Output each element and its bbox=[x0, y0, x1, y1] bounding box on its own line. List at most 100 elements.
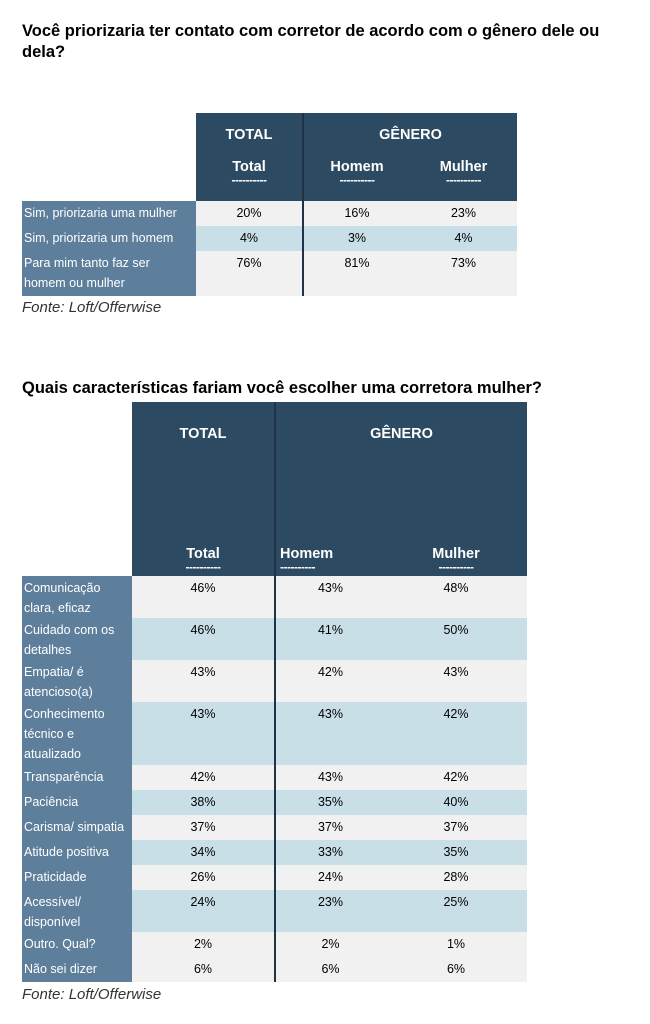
table1-row: Sim, priorizaria um homem 4% 3% 4% bbox=[22, 226, 517, 251]
table2-cell-mulher: 1% bbox=[385, 932, 527, 957]
table2-row: Paciência 38% 35% 40% bbox=[22, 790, 527, 815]
table2-row: Praticidade 26% 24% 28% bbox=[22, 865, 527, 890]
table2-col-mulher-dashes: ---------- bbox=[438, 560, 474, 574]
table2-cell-mulher: 42% bbox=[385, 765, 527, 790]
table1-col-mulher-label: Mulher bbox=[439, 159, 488, 175]
table1-row-label: Sim, priorizaria uma mulher bbox=[22, 201, 196, 226]
table2-col-mulher: Mulher ---------- bbox=[385, 466, 527, 576]
table2-col-homem-label: Homem bbox=[280, 546, 334, 562]
table1-col-mulher-dashes: ---------- bbox=[446, 173, 481, 187]
table2-col-total-dashes: ---------- bbox=[185, 560, 221, 574]
table2-col-homem-dashes: ---------- bbox=[280, 560, 315, 574]
table2-row: Não sei dizer 6% 6% 6% bbox=[22, 957, 527, 982]
table2-row: Transparência 42% 43% 42% bbox=[22, 765, 527, 790]
table1-cell-mulher: 73% bbox=[410, 251, 517, 296]
table1-cell-homem: 3% bbox=[302, 226, 410, 251]
table1-col-total: Total ---------- bbox=[196, 143, 303, 201]
table2-cell-mulher: 40% bbox=[385, 790, 527, 815]
table2-row-label: Outro. Qual? bbox=[22, 932, 132, 957]
table2-row-label: Cuidado com os detalhes bbox=[22, 618, 132, 660]
table2-cell-mulher: 37% bbox=[385, 815, 527, 840]
table2-row: Conhecimento técnico e atualizado 43% 43… bbox=[22, 702, 527, 765]
table2-cell-homem: 43% bbox=[274, 576, 385, 618]
table2-cell-mulher: 28% bbox=[385, 865, 527, 890]
table2-row: Comunicação clara, eficaz 46% 43% 48% bbox=[22, 576, 527, 618]
table2-cell-total: 46% bbox=[132, 618, 275, 660]
table1-col-total-label: Total bbox=[232, 159, 266, 175]
table2-row: Carisma/ simpatia 37% 37% 37% bbox=[22, 815, 527, 840]
table1: TOTAL GÊNERO Total ---------- Homem ----… bbox=[22, 113, 517, 296]
table2-cell-mulher: 35% bbox=[385, 840, 527, 865]
table1-title: Você priorizaria ter contato com correto… bbox=[22, 22, 600, 61]
table1-cell-homem: 81% bbox=[302, 251, 410, 296]
table1-cell-total: 76% bbox=[196, 251, 303, 296]
table2-row-label: Acessível/ disponível bbox=[22, 890, 132, 932]
table1-col-mulher: Mulher ---------- bbox=[410, 143, 517, 201]
table2-cell-homem: 42% bbox=[274, 660, 385, 702]
table2-group-total: TOTAL bbox=[132, 402, 275, 466]
table1-row-label: Para mim tanto faz ser homem ou mulher bbox=[22, 251, 196, 296]
table2-row-label: Empatia/ é atencioso(a) bbox=[22, 660, 132, 702]
table2-title: Quais características fariam você escolh… bbox=[22, 379, 542, 397]
table2-row: Empatia/ é atencioso(a) 43% 42% 43% bbox=[22, 660, 527, 702]
table1-row: Sim, priorizaria uma mulher 20% 16% 23% bbox=[22, 201, 517, 226]
table2-cell-total: 38% bbox=[132, 790, 275, 815]
table2-group-genero: GÊNERO bbox=[274, 402, 527, 466]
table2-cell-homem: 37% bbox=[274, 815, 385, 840]
table2-source: Fonte: Loft/Offerwise bbox=[22, 986, 162, 1003]
table2-cell-homem: 43% bbox=[274, 702, 385, 765]
table2-col-homem: Homem ---------- bbox=[274, 466, 385, 576]
table1-cell-mulher: 4% bbox=[410, 226, 517, 251]
table1-source: Fonte: Loft/Offerwise bbox=[22, 299, 162, 316]
table2-cell-total: 43% bbox=[132, 702, 275, 765]
table1-col-homem-dashes: ---------- bbox=[339, 173, 375, 187]
table1-cell-total: 20% bbox=[196, 201, 303, 226]
table1-col-homem-label: Homem bbox=[330, 159, 384, 175]
table2-cell-homem: 24% bbox=[274, 865, 385, 890]
table2-cell-homem: 23% bbox=[274, 890, 385, 932]
table2-row-label: Comunicação clara, eficaz bbox=[22, 576, 132, 618]
table2-cell-homem: 35% bbox=[274, 790, 385, 815]
table2-cell-total: 43% bbox=[132, 660, 275, 702]
table2-row-label: Praticidade bbox=[22, 865, 132, 890]
table2-row: Atitude positiva 34% 33% 35% bbox=[22, 840, 527, 865]
table1-cell-total: 4% bbox=[196, 226, 303, 251]
table2-cell-total: 6% bbox=[132, 957, 275, 982]
table2-row: Outro. Qual? 2% 2% 1% bbox=[22, 932, 527, 957]
table1-group-genero: GÊNERO bbox=[302, 113, 517, 143]
table1-cell-mulher: 23% bbox=[410, 201, 517, 226]
table2-col-total-label: Total bbox=[186, 546, 220, 562]
table2-row-label: Paciência bbox=[22, 790, 132, 815]
table2-col-total: Total ---------- bbox=[132, 466, 275, 576]
table1-row: Para mim tanto faz ser homem ou mulher 7… bbox=[22, 251, 517, 296]
table1-cell-homem: 16% bbox=[302, 201, 410, 226]
table2-cell-homem: 43% bbox=[274, 765, 385, 790]
table2-row: Cuidado com os detalhes 46% 41% 50% bbox=[22, 618, 527, 660]
table1-group-total: TOTAL bbox=[196, 113, 303, 143]
table2-row-label: Carisma/ simpatia bbox=[22, 815, 132, 840]
table2-cell-mulher: 43% bbox=[385, 660, 527, 702]
table1-corner bbox=[22, 113, 196, 201]
table2-cell-mulher: 42% bbox=[385, 702, 527, 765]
table2-col-mulher-label: Mulher bbox=[432, 546, 480, 562]
table1-row-label: Sim, priorizaria um homem bbox=[22, 226, 196, 251]
table2-cell-homem: 33% bbox=[274, 840, 385, 865]
table2-row-label: Conhecimento técnico e atualizado bbox=[22, 702, 132, 765]
table2-cell-total: 37% bbox=[132, 815, 275, 840]
table2-row: Acessível/ disponível 24% 23% 25% bbox=[22, 890, 527, 932]
table2-cell-total: 46% bbox=[132, 576, 275, 618]
table2-cell-total: 24% bbox=[132, 890, 275, 932]
table1-col-homem: Homem ---------- bbox=[302, 143, 410, 201]
table2-cell-mulher: 6% bbox=[385, 957, 527, 982]
table2-cell-homem: 2% bbox=[274, 932, 385, 957]
table2-cell-homem: 6% bbox=[274, 957, 385, 982]
table2-cell-total: 26% bbox=[132, 865, 275, 890]
table2-cell-total: 2% bbox=[132, 932, 275, 957]
table2-row-label: Atitude positiva bbox=[22, 840, 132, 865]
table2-row-label: Não sei dizer bbox=[22, 957, 132, 982]
table2-cell-mulher: 25% bbox=[385, 890, 527, 932]
table2-cell-total: 42% bbox=[132, 765, 275, 790]
table2-row-label: Transparência bbox=[22, 765, 132, 790]
table2-cell-total: 34% bbox=[132, 840, 275, 865]
table2-cell-mulher: 48% bbox=[385, 576, 527, 618]
